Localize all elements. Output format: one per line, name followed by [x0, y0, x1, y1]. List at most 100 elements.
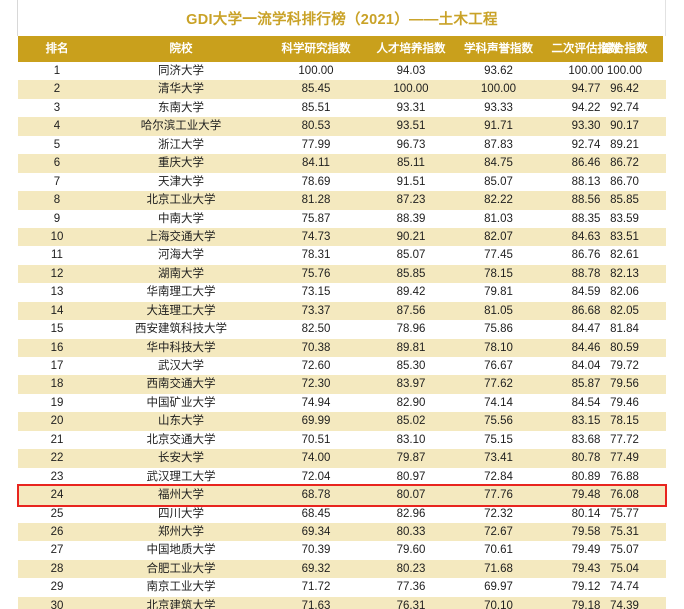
cell-rank: 19 — [50, 396, 64, 409]
column-header-rank[interactable]: 排名 — [45, 43, 69, 55]
cell-overall: 100.00 — [606, 65, 643, 77]
table-row[interactable]: 10 上海交通大学 74.73 90.21 82.07 84.63 83.51 — [18, 227, 666, 247]
cell-overall: 75.77 — [610, 507, 639, 520]
cell-talent: 93.31 — [396, 101, 426, 114]
table-row[interactable]: 26 郑州大学 69.34 80.33 72.67 79.58 75.31 — [18, 522, 666, 542]
cell-talent: 83.97 — [396, 378, 426, 391]
cell-school: 天津大学 — [158, 175, 204, 188]
table-row[interactable]: 21 北京交通大学 70.51 83.10 75.15 83.68 77.72 — [18, 430, 666, 450]
table-row[interactable]: 11 河海大学 78.31 85.07 77.45 86.76 82.61 — [18, 246, 666, 265]
column-header-repute[interactable]: 学科声誉指数 — [464, 43, 533, 55]
cell-talent: 89.81 — [396, 341, 426, 354]
table-row[interactable]: 15 西安建筑科技大学 82.50 78.96 75.86 84.47 81.84 — [18, 320, 666, 339]
column-header-talent[interactable]: 人才培养指数 — [376, 43, 446, 55]
cell-second: 83.15 — [571, 415, 601, 428]
cell-second: 88.56 — [571, 194, 601, 207]
cell-school: 合肥工业大学 — [146, 562, 216, 575]
cell-rank: 26 — [50, 525, 64, 538]
cell-school: 北京工业大学 — [146, 194, 216, 207]
table-row[interactable]: 29 南京工业大学 71.72 77.36 69.97 79.12 74.74 — [18, 578, 666, 597]
frame-left-line — [17, 0, 18, 36]
table-row[interactable]: 30 北京建筑大学 71.63 76.31 70.10 79.18 74.39 — [18, 596, 666, 609]
table-row[interactable]: 16 华中科技大学 70.38 89.81 78.10 84.46 80.59 — [18, 338, 666, 357]
cell-repute: 77.76 — [484, 489, 513, 502]
cell-talent: 94.03 — [396, 65, 426, 77]
cell-talent: 82.96 — [396, 507, 426, 520]
cell-research: 70.38 — [301, 341, 331, 354]
table-row[interactable]: 9 中南大学 75.87 88.39 81.03 88.35 83.59 — [18, 209, 666, 228]
cell-overall: 80.59 — [610, 341, 639, 354]
cell-repute: 74.14 — [484, 396, 513, 409]
cell-overall: 82.05 — [610, 304, 639, 317]
table-row[interactable]: 18 西南交通大学 72.30 83.97 77.62 85.87 79.56 — [18, 375, 666, 394]
cell-repute: 75.15 — [484, 433, 513, 446]
table-row[interactable]: 6 重庆大学 84.11 85.11 84.75 86.46 86.72 — [18, 154, 666, 173]
cell-overall: 78.15 — [610, 415, 639, 428]
cell-school: 中国地质大学 — [146, 544, 216, 557]
table-row[interactable]: 13 华南理工大学 73.15 89.42 79.81 84.59 82.06 — [18, 283, 666, 302]
table-row[interactable]: 27 中国地质大学 70.39 79.60 70.61 79.49 75.07 — [18, 541, 666, 560]
cell-research: 68.45 — [301, 507, 331, 520]
cell-rank: 22 — [50, 452, 64, 465]
table-row[interactable]: 12 湖南大学 75.76 85.85 78.15 88.78 82.13 — [18, 264, 666, 284]
cell-repute: 75.56 — [484, 415, 513, 428]
cell-second: 94.77 — [571, 83, 601, 96]
table-row[interactable]: 5 浙江大学 77.99 96.73 87.83 92.74 89.21 — [18, 135, 666, 155]
cell-research: 82.50 — [301, 323, 331, 336]
cell-rank: 27 — [50, 544, 64, 557]
cell-school: 武汉大学 — [158, 360, 204, 372]
cell-research: 69.34 — [301, 525, 331, 538]
table-row[interactable]: 25 四川大学 68.45 82.96 72.32 80.14 75.77 — [18, 504, 666, 523]
cell-talent: 90.21 — [396, 230, 426, 243]
cell-talent: 85.02 — [396, 415, 426, 428]
cell-repute: 81.05 — [484, 304, 513, 317]
cell-rank: 23 — [50, 470, 64, 483]
cell-school: 福州大学 — [158, 489, 204, 502]
table-row[interactable]: 1 同济大学 100.00 94.03 93.62 100.00 100.00 — [18, 62, 666, 81]
cell-rank: 13 — [50, 286, 64, 299]
column-header-school[interactable]: 院校 — [169, 43, 193, 55]
cell-second: 84.46 — [571, 341, 601, 354]
cell-repute: 77.62 — [484, 378, 513, 391]
cell-overall: 82.61 — [610, 249, 639, 262]
cell-research: 74.73 — [301, 230, 331, 243]
cell-talent: 80.07 — [396, 489, 426, 502]
cell-research: 70.51 — [301, 433, 331, 446]
cell-rank: 25 — [50, 507, 64, 520]
cell-research: 85.45 — [301, 83, 331, 96]
cell-repute: 72.84 — [484, 470, 513, 483]
cell-research: 75.76 — [301, 267, 331, 280]
cell-rank: 21 — [50, 433, 64, 446]
cell-research: 71.72 — [301, 581, 331, 594]
table-row[interactable]: 19 中国矿业大学 74.94 82.90 74.14 84.54 79.46 — [18, 393, 666, 413]
cell-overall: 85.85 — [610, 194, 639, 207]
table-row[interactable]: 28 合肥工业大学 69.32 80.23 71.68 79.43 75.04 — [18, 559, 666, 579]
table-row[interactable]: 22 长安大学 74.00 79.87 73.41 80.78 77.49 — [18, 449, 666, 468]
table-row[interactable]: 23 武汉理工大学 72.04 80.97 72.84 80.89 76.88 — [18, 467, 666, 487]
cell-rank: 17 — [50, 360, 64, 372]
table-row[interactable]: 14 大连理工大学 73.37 87.56 81.05 86.68 82.05 — [18, 301, 666, 321]
cell-overall: 79.72 — [610, 360, 639, 372]
cell-rank: 18 — [50, 378, 64, 391]
frame-right-line — [665, 0, 666, 36]
cell-research: 85.51 — [301, 101, 331, 114]
cell-overall: 83.59 — [610, 212, 639, 225]
table-row[interactable]: 3 东南大学 85.51 93.31 93.33 94.22 92.74 — [18, 98, 666, 118]
table-row[interactable]: 4 哈尔滨工业大学 80.53 93.51 91.71 93.30 90.17 — [18, 117, 666, 136]
table-row[interactable]: 2 清华大学 85.45 100.00 100.00 94.77 96.42 — [18, 80, 666, 99]
cell-overall: 89.21 — [610, 138, 639, 151]
column-header-overall[interactable]: 综合指数 — [601, 43, 648, 55]
table-row[interactable]: 17 武汉大学 72.60 85.30 76.67 84.04 79.72 — [18, 357, 666, 376]
table-row[interactable]: 24 福州大学 68.78 80.07 77.76 79.48 76.08 — [18, 486, 666, 505]
column-header-second[interactable]: 二次评估指数 — [551, 43, 621, 55]
column-header-research[interactable]: 科学研究指数 — [281, 43, 351, 55]
table-row[interactable]: 8 北京工业大学 81.28 87.23 82.22 88.56 85.85 — [18, 191, 666, 210]
cell-rank: 24 — [50, 489, 64, 502]
table-row[interactable]: 20 山东大学 69.99 85.02 75.56 83.15 78.15 — [18, 412, 666, 431]
cell-repute: 82.07 — [484, 230, 513, 243]
cell-second: 94.22 — [571, 101, 601, 114]
cell-second: 86.76 — [571, 249, 601, 262]
cell-research: 70.39 — [301, 544, 331, 557]
table-body: 1 同济大学 100.00 94.03 93.62 100.00 100.00 2 清华大学 85… — [18, 62, 666, 609]
table-row[interactable]: 7 天津大学 78.69 91.51 85.07 88.13 86.70 — [18, 172, 666, 192]
